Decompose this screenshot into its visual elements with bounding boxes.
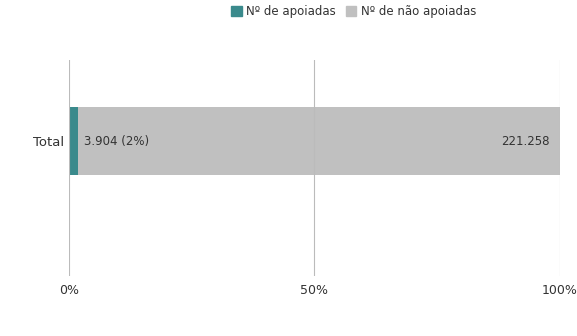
Text: 3.904 (2%): 3.904 (2%) bbox=[84, 135, 149, 148]
Text: 221.258: 221.258 bbox=[501, 135, 550, 148]
Bar bbox=[69, 107, 78, 175]
Legend: Nº de apoiadas, Nº de não apoiadas: Nº de apoiadas, Nº de não apoiadas bbox=[227, 2, 480, 22]
Bar bbox=[78, 107, 560, 175]
